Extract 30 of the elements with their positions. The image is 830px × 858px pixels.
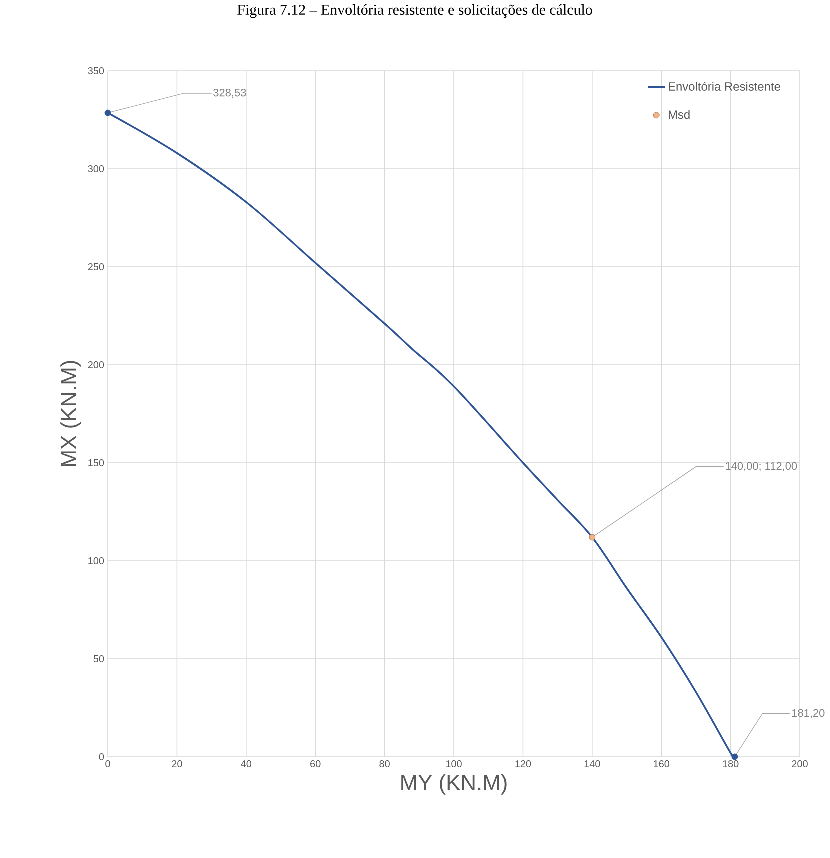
legend-label: Envoltória Resistente [668,82,780,91]
x-tick-label: 80 [380,760,390,768]
x-tick-label: 140 [584,760,600,768]
x-tick-label: 120 [516,760,532,768]
y-tick-label: 150 [88,459,104,467]
y-tick-label: 200 [88,361,104,369]
y-tick-label: 300 [88,165,104,173]
x-tick-label: 100 [446,760,462,768]
x-tick-label: 200 [792,760,808,768]
annotation: 181,20 [792,709,825,718]
legend-label: Msd [668,110,690,120]
y-axis-title: MX (KN.M) [60,361,82,466]
annotation: 328,53 [214,88,246,98]
point [732,754,738,760]
x-tick-label: 180 [723,760,739,768]
x-tick-label: 60 [310,760,321,768]
annotation: 140,00; 112,00 [726,462,798,472]
x-tick-label: 40 [241,760,252,768]
y-tick-label: 250 [88,263,104,271]
y-tick-label: 50 [94,655,104,663]
y-tick-label: 350 [88,67,104,75]
point [589,534,596,541]
y-tick-label: 0 [99,753,104,761]
chart-title: Figura 7.12 – Envoltória resistente e solicitações de cálculo [238,4,592,18]
x-tick-label: 20 [172,760,182,768]
y-tick-label: 100 [88,557,104,565]
point [104,110,112,116]
x-tick-label: 160 [654,760,670,768]
x-axis-title: MY (KN.M) [402,774,507,795]
x-tick-label: 0 [106,760,110,768]
